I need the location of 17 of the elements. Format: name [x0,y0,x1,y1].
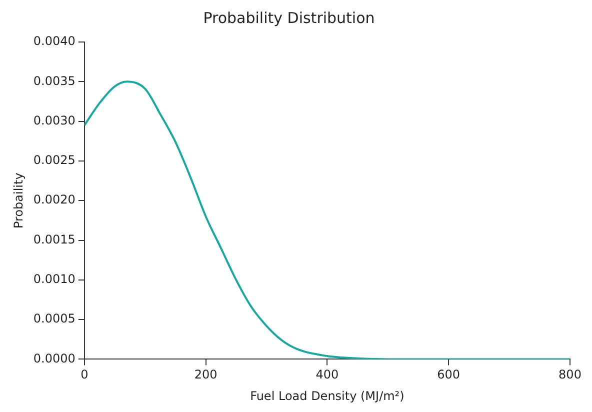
y-axis-title: Probaility [11,172,26,229]
x-axis-title: Fuel Load Density (MJ/m²) [250,388,404,403]
y-tick-label: 0.0025 [33,153,76,168]
x-tick-label: 0 [80,368,88,382]
y-tick-label: 0.0010 [33,272,76,286]
y-tick-label: 0.0005 [33,312,76,326]
y-tick-label: 0.0020 [33,192,76,207]
x-tick-label: 400 [316,368,339,382]
y-tick-label: 0.0015 [33,232,76,246]
x-tick-label: 600 [437,368,460,382]
x-tick-label: 200 [194,368,218,382]
y-tick-label: 0.0030 [33,113,76,128]
y-tick-label: 0.0000 [33,351,76,366]
y-tick-label: 0.0040 [33,34,76,48]
y-tick-label: 0.0035 [33,74,76,88]
x-tick-label: 800 [558,368,582,382]
chart-title: Probability Distribution [203,8,375,27]
